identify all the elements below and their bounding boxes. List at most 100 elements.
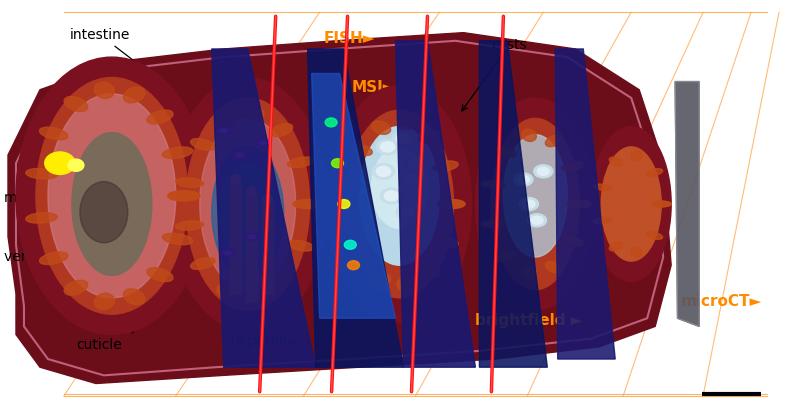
Ellipse shape <box>263 195 272 205</box>
Ellipse shape <box>246 108 264 122</box>
Text: nephridia: nephridia <box>231 321 296 348</box>
Ellipse shape <box>522 129 536 142</box>
Ellipse shape <box>39 252 68 264</box>
Ellipse shape <box>64 280 88 295</box>
Ellipse shape <box>475 98 595 310</box>
Ellipse shape <box>482 180 505 188</box>
Ellipse shape <box>247 186 256 197</box>
Ellipse shape <box>497 251 516 262</box>
Ellipse shape <box>376 139 399 155</box>
Ellipse shape <box>338 200 350 208</box>
Ellipse shape <box>384 191 399 201</box>
Ellipse shape <box>433 237 458 247</box>
Ellipse shape <box>185 98 310 310</box>
Ellipse shape <box>523 200 535 208</box>
Ellipse shape <box>546 135 562 147</box>
Ellipse shape <box>562 237 583 246</box>
Ellipse shape <box>231 174 240 184</box>
Text: cysts: cysts <box>462 38 527 111</box>
Ellipse shape <box>567 200 591 208</box>
Ellipse shape <box>68 159 84 171</box>
Ellipse shape <box>147 110 173 124</box>
Ellipse shape <box>48 94 176 298</box>
Ellipse shape <box>602 147 662 261</box>
Ellipse shape <box>404 174 419 184</box>
Ellipse shape <box>380 188 403 204</box>
Ellipse shape <box>438 200 465 208</box>
Ellipse shape <box>344 240 356 249</box>
Bar <box>230 184 241 294</box>
Ellipse shape <box>328 86 471 322</box>
Ellipse shape <box>396 204 419 220</box>
Ellipse shape <box>271 124 292 137</box>
Ellipse shape <box>408 158 423 169</box>
Ellipse shape <box>246 286 264 300</box>
Ellipse shape <box>652 201 671 207</box>
Ellipse shape <box>191 257 215 269</box>
Ellipse shape <box>349 144 372 155</box>
Polygon shape <box>8 33 671 384</box>
Ellipse shape <box>39 127 68 140</box>
Ellipse shape <box>400 207 415 217</box>
Ellipse shape <box>609 157 623 166</box>
Ellipse shape <box>26 169 58 179</box>
Ellipse shape <box>404 155 427 171</box>
Polygon shape <box>675 82 699 326</box>
Ellipse shape <box>345 110 454 298</box>
Ellipse shape <box>336 219 363 228</box>
Ellipse shape <box>332 159 344 168</box>
Ellipse shape <box>372 164 395 179</box>
Ellipse shape <box>594 217 612 224</box>
Ellipse shape <box>522 266 536 279</box>
Ellipse shape <box>400 172 423 187</box>
Ellipse shape <box>482 220 505 228</box>
Circle shape <box>221 249 235 257</box>
Ellipse shape <box>94 293 114 310</box>
Ellipse shape <box>293 200 322 208</box>
Ellipse shape <box>567 200 591 208</box>
Ellipse shape <box>392 131 415 146</box>
Ellipse shape <box>372 121 391 134</box>
Ellipse shape <box>123 289 145 305</box>
Ellipse shape <box>162 147 193 158</box>
Ellipse shape <box>527 214 547 227</box>
Text: cuticle: cuticle <box>76 328 136 352</box>
Ellipse shape <box>348 261 360 270</box>
Ellipse shape <box>538 167 550 175</box>
Ellipse shape <box>217 113 237 127</box>
Ellipse shape <box>217 281 237 295</box>
Polygon shape <box>479 41 547 367</box>
Ellipse shape <box>220 163 276 261</box>
Ellipse shape <box>168 78 328 330</box>
Ellipse shape <box>123 87 145 103</box>
Bar <box>262 204 273 294</box>
Ellipse shape <box>200 118 296 290</box>
Ellipse shape <box>497 146 516 157</box>
Ellipse shape <box>45 152 75 175</box>
Ellipse shape <box>514 173 533 186</box>
Circle shape <box>236 153 244 157</box>
Polygon shape <box>212 49 316 367</box>
Ellipse shape <box>176 221 204 230</box>
Ellipse shape <box>397 278 415 292</box>
Ellipse shape <box>212 147 284 277</box>
Polygon shape <box>308 49 403 367</box>
Ellipse shape <box>325 118 337 127</box>
Text: MSI►: MSI► <box>352 80 395 95</box>
Ellipse shape <box>491 118 579 290</box>
Text: FISH►: FISH► <box>324 31 375 46</box>
Ellipse shape <box>376 166 391 176</box>
Ellipse shape <box>80 182 128 243</box>
Ellipse shape <box>26 213 58 223</box>
Ellipse shape <box>16 57 208 335</box>
Ellipse shape <box>652 201 671 207</box>
Ellipse shape <box>546 261 562 273</box>
Polygon shape <box>312 73 396 318</box>
Ellipse shape <box>503 135 567 257</box>
Ellipse shape <box>438 200 465 208</box>
Ellipse shape <box>646 232 662 239</box>
Ellipse shape <box>419 265 439 277</box>
Ellipse shape <box>360 126 439 265</box>
Ellipse shape <box>630 247 642 257</box>
Ellipse shape <box>288 157 314 168</box>
